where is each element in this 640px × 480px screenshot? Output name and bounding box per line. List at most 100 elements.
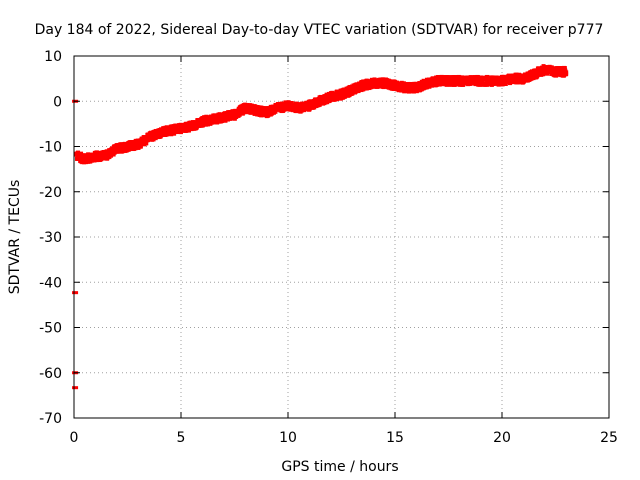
data-point [153,137,158,141]
data-point [444,81,449,85]
x-tick-label: 5 [177,430,186,446]
data-point [249,111,254,115]
data-point [564,70,569,74]
grid [74,56,609,418]
data-point [289,100,294,104]
data-point [490,75,495,79]
data-point [457,75,462,79]
data-point [228,117,233,121]
data-point [257,111,262,115]
data-point [361,79,366,83]
data-point [446,76,451,80]
data-point [132,147,137,151]
data-point [172,132,177,136]
data-point [194,126,199,130]
data-point [212,113,217,117]
data-point [381,78,386,82]
data-point [174,126,179,130]
data-point [204,114,209,118]
data-point [426,77,431,81]
y-tick-label: -20 [39,185,62,201]
data-point [118,148,123,152]
y-tick-label: -60 [39,366,62,382]
data-point [307,108,312,112]
data-point [324,92,329,96]
data-point [237,113,242,117]
data-point-outlier [72,386,79,390]
y-tick-label: -30 [39,230,62,246]
data-point [448,75,453,79]
data-point [238,111,243,115]
y-tick-label: -70 [39,411,62,427]
data-point [346,86,351,90]
data-point [117,150,122,154]
data-point [252,112,257,116]
data-point [350,92,355,96]
data-point [517,73,522,77]
data-point [328,98,333,102]
data-point [324,94,329,98]
data-point [527,74,532,78]
data-point [151,138,156,142]
data-point [346,88,351,92]
data-point [361,88,366,92]
data-point [133,145,138,149]
data-point [226,118,231,122]
data-point [252,111,257,115]
y-tick-label: -40 [39,275,62,291]
data-point [474,79,479,83]
data-point [253,104,258,108]
data-point [138,145,143,149]
data-point [383,85,388,89]
y-tick-label: -50 [39,321,62,337]
data-point [365,87,370,91]
data-point [206,123,211,127]
data-point [399,82,404,86]
data-point [304,107,309,111]
ticks: 0 5 10 15 20 25 10 0 -10 -20 -30 -40 -50 -60 -70 [39,49,618,446]
x-axis-label: GPS time / hours [281,459,398,475]
y-tick-label: -10 [39,140,62,156]
data-point [143,141,148,145]
data-points [72,64,569,390]
data-point [402,90,407,94]
data-point [519,73,524,77]
data-point [208,118,213,122]
data-point [342,92,347,96]
data-point [165,133,170,137]
data-point [503,82,508,86]
data-point [119,142,124,146]
data-point [489,77,494,81]
data-point [424,85,429,89]
data-point [148,136,153,140]
data-point [317,103,322,107]
data-point [372,77,377,81]
x-tick-label: 20 [493,430,511,446]
y-tick-label: 10 [44,49,62,65]
data-point-outlier [72,291,79,295]
data-point [76,150,81,154]
data-point [108,154,113,158]
data-point [564,72,569,76]
data-point [284,108,289,112]
data-point [545,72,550,76]
data-point [517,76,522,80]
data-point [86,152,91,156]
x-tick-label: 0 [70,430,79,446]
y-axis-label: SDTVAR / TECUs [7,180,23,295]
y-tick-label: 0 [53,94,62,110]
data-point [452,83,457,87]
x-tick-label: 15 [386,430,404,446]
data-point [356,89,361,93]
data-point [111,153,116,157]
data-point [562,66,567,70]
data-point [154,132,159,136]
data-point [414,90,419,94]
data-point [250,106,255,110]
x-tick-label: 25 [600,430,618,446]
data-point [358,83,363,87]
data-point [461,83,466,87]
x-tick-label: 10 [279,430,297,446]
